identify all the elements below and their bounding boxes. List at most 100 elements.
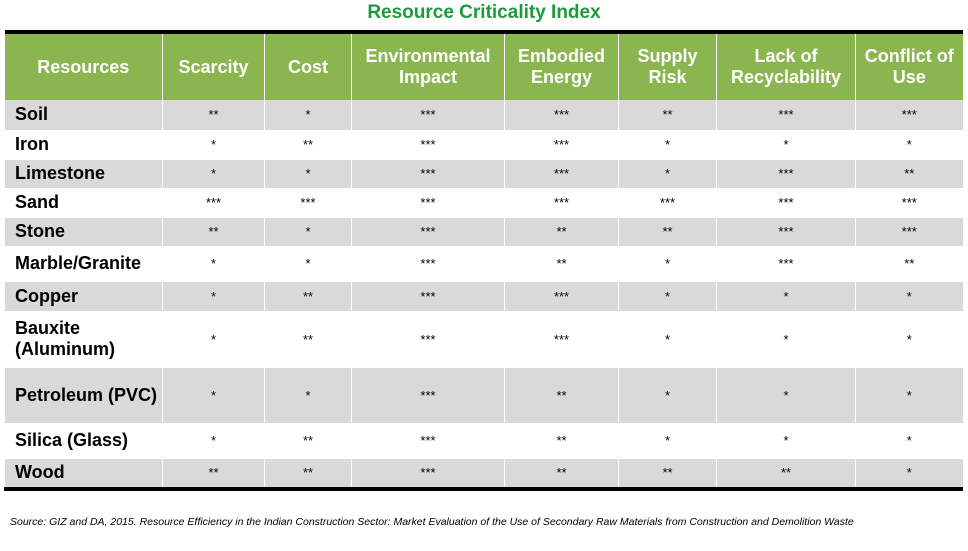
column-header: Cost [264, 30, 352, 100]
rating-cell: *** [351, 311, 505, 368]
rating-cell: * [264, 246, 352, 282]
rating-cell: *** [855, 100, 963, 131]
table-row: Copper * ** *** *** * * * [4, 281, 963, 312]
rating-cell: ** [855, 159, 963, 189]
rating-cell: * [264, 217, 352, 247]
resource-name-cell: Wood [4, 458, 163, 491]
rating-cell: * [162, 159, 265, 189]
resource-name-cell: Marble/Granite [4, 246, 163, 282]
rating-cell: *** [351, 217, 505, 247]
rating-cell: * [855, 281, 963, 312]
rating-cell: ** [618, 458, 717, 491]
table-row: Petroleum (PVC) * * *** ** * * * [4, 367, 963, 424]
resource-name-cell: Copper [4, 281, 163, 312]
rating-cell: *** [716, 217, 856, 247]
rating-cell: ** [264, 458, 352, 491]
rating-cell: ** [504, 423, 619, 459]
resource-name-cell: Soil [4, 100, 163, 131]
rating-cell: ** [264, 311, 352, 368]
rating-cell: ** [504, 367, 619, 424]
rating-cell: ** [618, 217, 717, 247]
resource-name-cell: Petroleum (PVC) [4, 367, 163, 424]
column-header: Environmental Impact [351, 30, 505, 100]
rating-cell: * [162, 423, 265, 459]
rating-cell: * [716, 367, 856, 424]
rating-cell: *** [504, 281, 619, 312]
table-row: Soil ** * *** *** ** *** *** [4, 100, 963, 131]
rating-cell: *** [716, 188, 856, 218]
header-row: Resources Scarcity Cost Environmental Im… [4, 30, 963, 100]
rating-cell: * [162, 246, 265, 282]
rating-cell: *** [618, 188, 717, 218]
rating-cell: ** [855, 246, 963, 282]
rating-cell: ** [162, 100, 265, 131]
rating-cell: *** [504, 188, 619, 218]
rating-cell: * [716, 423, 856, 459]
rating-cell: ** [162, 217, 265, 247]
rating-cell: * [618, 246, 717, 282]
column-header: Lack of Recyclability [716, 30, 856, 100]
table-row: Silica (Glass) * ** *** ** * * * [4, 423, 963, 459]
rating-cell: ** [504, 217, 619, 247]
rating-cell: * [162, 281, 265, 312]
rating-cell: ** [264, 281, 352, 312]
rating-cell: *** [351, 458, 505, 491]
rating-cell: *** [716, 100, 856, 131]
rating-cell: *** [351, 246, 505, 282]
resource-name-cell: Iron [4, 130, 163, 160]
rating-cell: * [716, 130, 856, 160]
rating-cell: * [855, 311, 963, 368]
rating-cell: *** [351, 423, 505, 459]
column-header: Scarcity [162, 30, 265, 100]
rating-cell: ** [504, 458, 619, 491]
rating-cell: * [618, 311, 717, 368]
rating-cell: * [855, 367, 963, 424]
rating-cell: * [162, 130, 265, 160]
rating-cell: *** [504, 100, 619, 131]
rating-cell: *** [504, 311, 619, 368]
rating-cell: ** [162, 458, 265, 491]
rating-cell: *** [855, 217, 963, 247]
rating-cell: *** [716, 159, 856, 189]
table-row: Marble/Granite * * *** ** * *** ** [4, 246, 963, 282]
rating-cell: *** [716, 246, 856, 282]
criticality-table-container: Resources Scarcity Cost Environmental Im… [4, 30, 963, 491]
table-row: Stone ** * *** ** ** *** *** [4, 217, 963, 247]
column-header: Embodied Energy [504, 30, 619, 100]
rating-cell: * [264, 367, 352, 424]
rating-cell: * [264, 159, 352, 189]
rating-cell: *** [855, 188, 963, 218]
rating-cell: *** [351, 159, 505, 189]
rating-cell: * [264, 100, 352, 131]
rating-cell: * [618, 159, 717, 189]
rating-cell: * [162, 311, 265, 368]
rating-cell: * [855, 458, 963, 491]
resource-name-cell: Sand [4, 188, 163, 218]
criticality-table: Resources Scarcity Cost Environmental Im… [4, 30, 963, 491]
rating-cell: * [162, 367, 265, 424]
table-row: Sand *** *** *** *** *** *** *** [4, 188, 963, 218]
rating-cell: * [855, 423, 963, 459]
rating-cell: ** [504, 246, 619, 282]
table-row: Wood ** ** *** ** ** ** * [4, 458, 963, 491]
table-body: Soil ** * *** *** ** *** *** Iron * ** *** *** * * * Lim… [4, 100, 963, 491]
rating-cell: * [716, 281, 856, 312]
resource-name-cell: Stone [4, 217, 163, 247]
rating-cell: *** [351, 188, 505, 218]
rating-cell: *** [504, 159, 619, 189]
rating-cell: * [618, 423, 717, 459]
column-header: Conflict of Use [855, 30, 963, 100]
table-row: Iron * ** *** *** * * * [4, 130, 963, 160]
page-title: Resource Criticality Index [367, 2, 601, 23]
column-header: Supply Risk [618, 30, 717, 100]
resource-name-cell: Limestone [4, 159, 163, 189]
rating-cell: ** [264, 130, 352, 160]
source-note: Source: GIZ and DA, 2015. Resource Effic… [10, 516, 854, 528]
rating-cell: *** [351, 281, 505, 312]
rating-cell: *** [504, 130, 619, 160]
rating-cell: ** [264, 423, 352, 459]
rating-cell: * [618, 130, 717, 160]
rating-cell: * [618, 281, 717, 312]
rating-cell: ** [716, 458, 856, 491]
rating-cell: *** [162, 188, 265, 218]
